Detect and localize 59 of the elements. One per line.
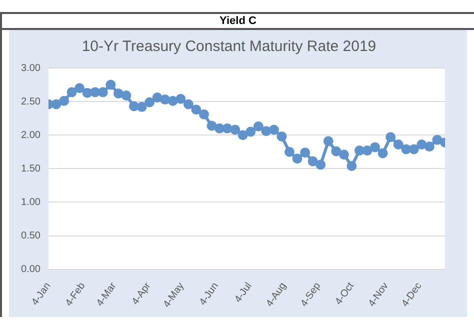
point bbox=[346, 160, 357, 171]
point bbox=[408, 144, 419, 154]
point bbox=[176, 94, 186, 104]
point bbox=[393, 140, 404, 150]
y-tick-label: 3.00 bbox=[20, 62, 41, 74]
point bbox=[183, 99, 194, 110]
point bbox=[191, 104, 202, 115]
y-tick-label: 1.50 bbox=[20, 163, 41, 174]
point bbox=[51, 99, 62, 110]
point bbox=[300, 148, 310, 158]
text: Yield C bbox=[2, 12, 474, 30]
point bbox=[230, 124, 240, 135]
point bbox=[98, 87, 108, 98]
point bbox=[90, 87, 100, 98]
y-tick-label: 2.50 bbox=[20, 96, 41, 108]
point bbox=[331, 146, 342, 156]
point bbox=[323, 136, 334, 146]
point bbox=[113, 88, 124, 99]
point bbox=[144, 97, 155, 108]
point bbox=[168, 96, 178, 106]
point bbox=[401, 144, 412, 154]
y-tick-label: 0.00 bbox=[20, 264, 41, 276]
point bbox=[136, 102, 147, 112]
point bbox=[238, 130, 248, 140]
y-tick-label: 0.50 bbox=[20, 230, 41, 242]
point bbox=[160, 94, 170, 105]
point bbox=[222, 123, 232, 134]
point bbox=[206, 120, 217, 131]
point bbox=[424, 142, 434, 152]
y-tick-label: 2.00 bbox=[20, 130, 41, 141]
point bbox=[246, 126, 256, 137]
point bbox=[276, 131, 287, 142]
point bbox=[82, 88, 92, 98]
point bbox=[106, 80, 116, 90]
point bbox=[253, 121, 264, 132]
point bbox=[66, 87, 77, 98]
point bbox=[59, 96, 70, 106]
point bbox=[292, 154, 302, 164]
point bbox=[316, 160, 326, 170]
point bbox=[152, 92, 162, 103]
point bbox=[214, 123, 225, 134]
point bbox=[308, 156, 318, 166]
point bbox=[284, 146, 294, 157]
point bbox=[198, 109, 209, 120]
point bbox=[362, 146, 372, 156]
point bbox=[74, 83, 85, 94]
y-tick-label: 1.00 bbox=[20, 196, 41, 208]
point bbox=[121, 90, 132, 101]
point bbox=[386, 132, 396, 142]
point bbox=[261, 126, 272, 136]
point bbox=[416, 140, 427, 150]
point bbox=[378, 148, 388, 158]
point bbox=[370, 142, 380, 152]
chart-title: 10-Yr Treasury Constant Maturity Rate 2019 bbox=[82, 38, 376, 56]
point bbox=[432, 134, 442, 145]
point bbox=[268, 124, 279, 135]
point bbox=[354, 146, 364, 156]
point bbox=[128, 101, 139, 112]
point bbox=[338, 150, 349, 160]
